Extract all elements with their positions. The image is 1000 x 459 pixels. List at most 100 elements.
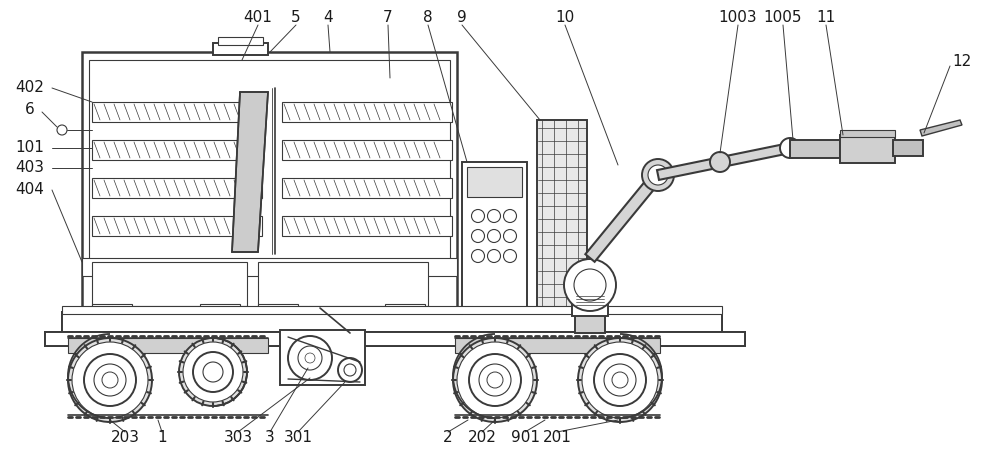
Bar — [467, 167, 522, 197]
Text: 3: 3 — [265, 431, 275, 446]
Bar — [62, 312, 722, 334]
Circle shape — [298, 346, 322, 370]
Circle shape — [594, 354, 646, 406]
Polygon shape — [657, 143, 791, 180]
Bar — [893, 140, 923, 156]
Circle shape — [710, 152, 730, 172]
Circle shape — [472, 250, 485, 263]
Bar — [840, 130, 895, 137]
Bar — [89, 60, 450, 260]
Text: 5: 5 — [291, 11, 301, 26]
Bar — [68, 338, 268, 353]
Circle shape — [469, 354, 521, 406]
Text: 1: 1 — [157, 431, 167, 446]
Circle shape — [612, 372, 628, 388]
Bar — [790, 140, 840, 158]
Circle shape — [72, 342, 148, 418]
Bar — [45, 332, 745, 346]
Bar — [92, 140, 262, 160]
Text: 403: 403 — [16, 161, 45, 175]
Circle shape — [305, 353, 315, 363]
Circle shape — [564, 259, 616, 311]
Circle shape — [479, 364, 511, 396]
Circle shape — [344, 364, 356, 376]
Bar — [92, 178, 262, 198]
Bar — [82, 52, 457, 310]
Circle shape — [504, 209, 516, 223]
Bar — [455, 338, 660, 353]
Circle shape — [488, 250, 501, 263]
Bar — [282, 102, 452, 122]
Text: 7: 7 — [383, 11, 393, 26]
Text: 402: 402 — [16, 80, 44, 95]
Bar — [62, 306, 722, 314]
Circle shape — [338, 358, 362, 382]
Polygon shape — [920, 120, 962, 136]
Circle shape — [780, 138, 800, 158]
Bar — [537, 120, 587, 315]
Bar — [258, 304, 298, 312]
Bar — [385, 304, 425, 312]
Text: 6: 6 — [25, 102, 35, 118]
Circle shape — [578, 338, 662, 422]
Circle shape — [472, 209, 485, 223]
Text: 201: 201 — [543, 431, 571, 446]
Text: 301: 301 — [284, 431, 313, 446]
Text: 303: 303 — [223, 431, 253, 446]
Circle shape — [203, 362, 223, 382]
Bar — [200, 304, 240, 312]
Text: 404: 404 — [16, 183, 44, 197]
Text: 901: 901 — [511, 431, 540, 446]
Text: 8: 8 — [423, 11, 433, 26]
Circle shape — [648, 165, 668, 185]
Bar — [92, 216, 262, 236]
Text: 12: 12 — [952, 55, 972, 69]
Circle shape — [57, 125, 67, 135]
Bar — [213, 43, 268, 55]
Text: 10: 10 — [555, 11, 575, 26]
Text: 1003: 1003 — [719, 11, 757, 26]
Text: 11: 11 — [816, 11, 836, 26]
Text: 1005: 1005 — [764, 11, 802, 26]
Circle shape — [179, 338, 247, 406]
Bar — [280, 330, 365, 385]
Text: 202: 202 — [468, 431, 496, 446]
Circle shape — [472, 230, 485, 242]
Bar — [218, 37, 263, 45]
Text: 203: 203 — [111, 431, 140, 446]
Bar — [92, 262, 247, 306]
Circle shape — [574, 269, 606, 301]
Circle shape — [504, 230, 516, 242]
Bar — [572, 296, 608, 316]
Bar — [282, 216, 452, 236]
Circle shape — [642, 159, 674, 191]
Polygon shape — [232, 92, 268, 252]
Circle shape — [457, 342, 533, 418]
Circle shape — [604, 364, 636, 396]
Circle shape — [582, 342, 658, 418]
Text: 9: 9 — [457, 11, 467, 26]
Text: 401: 401 — [244, 11, 272, 26]
Text: 101: 101 — [16, 140, 44, 156]
Circle shape — [504, 250, 516, 263]
Circle shape — [84, 354, 136, 406]
Text: 4: 4 — [323, 11, 333, 26]
Bar — [282, 140, 452, 160]
Bar — [92, 102, 262, 122]
Circle shape — [68, 338, 152, 422]
Bar — [840, 135, 895, 163]
Circle shape — [487, 372, 503, 388]
Circle shape — [102, 372, 118, 388]
Bar — [45, 332, 745, 346]
Bar — [62, 312, 722, 334]
Polygon shape — [585, 171, 663, 262]
Circle shape — [488, 209, 501, 223]
Bar — [575, 315, 605, 333]
Bar — [92, 304, 132, 312]
Text: 2: 2 — [443, 431, 453, 446]
Circle shape — [288, 336, 332, 380]
Circle shape — [183, 342, 243, 402]
Bar — [282, 178, 452, 198]
Bar — [462, 162, 527, 312]
Circle shape — [94, 364, 126, 396]
